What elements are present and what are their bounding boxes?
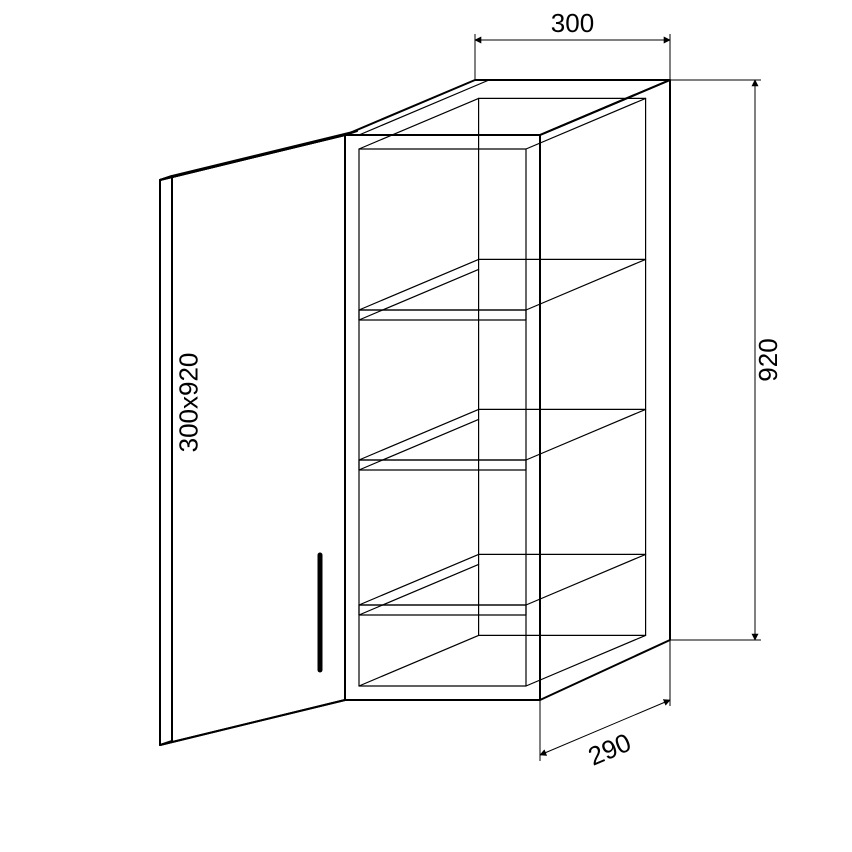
dim-height-value: 920 xyxy=(753,338,783,381)
cabinet-technical-drawing: 300x920 300920290 xyxy=(0,0,852,852)
cabinet-door: 300x920 xyxy=(160,131,357,745)
dimension-annotations: 300920290 xyxy=(475,8,783,771)
dim-width-value: 300 xyxy=(551,8,594,38)
door-size-label: 300x920 xyxy=(174,353,204,453)
cabinet-body xyxy=(345,80,670,700)
